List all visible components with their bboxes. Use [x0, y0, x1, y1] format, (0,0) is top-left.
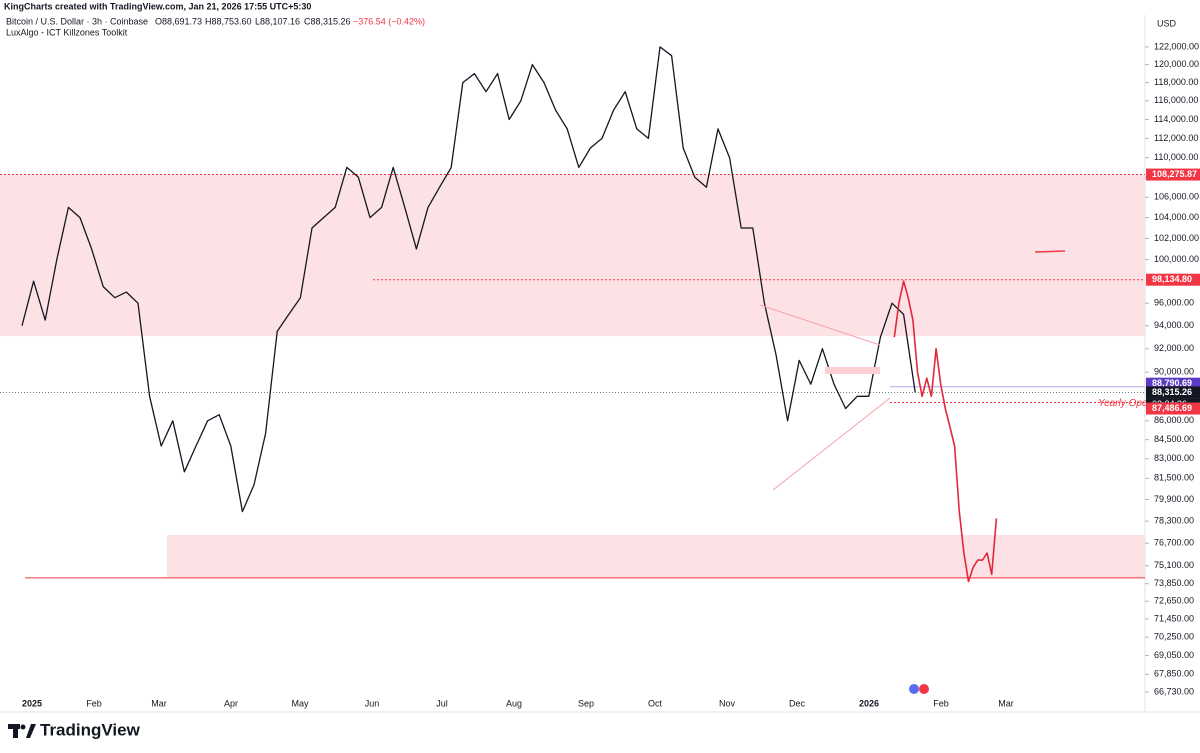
y-tick-label: 104,000.00: [1154, 212, 1199, 222]
logo-part: [26, 724, 36, 738]
event-icon: [919, 684, 929, 694]
brand-logo: [8, 724, 36, 738]
drawings: [759, 250, 1066, 694]
x-tick-label: Jul: [436, 698, 448, 708]
y-tick-label: 96,000.00: [1154, 298, 1194, 308]
credit: KingCharts created with TradingView.com,…: [4, 1, 311, 11]
price-tag: [1146, 168, 1200, 181]
x-tick-label: Feb: [86, 698, 102, 708]
price-tag-label: 87,486.69: [1152, 403, 1192, 413]
y-tick-label: 76,700.00: [1154, 538, 1194, 548]
y-tick-label: 118,000.00: [1154, 77, 1198, 87]
ohlc-close: C88,315.26: [304, 16, 351, 26]
y-tick-label: 67,850.00: [1154, 669, 1194, 679]
price-tag-label: 88,315.26: [1152, 387, 1192, 397]
y-tick-label: 70,250.00: [1154, 632, 1194, 642]
x-tick-label: Nov: [719, 698, 736, 708]
ohlc-change: −376.54 (−0.42%): [353, 16, 425, 26]
ohlc-low: L88,107.16: [255, 16, 300, 26]
y-tick-label: 86,000.00: [1154, 415, 1194, 425]
small-zone: [825, 367, 880, 374]
x-tick-label: May: [291, 698, 309, 708]
y-tick-label: 100,000.00: [1154, 254, 1199, 264]
y-tick-label: 94,000.00: [1154, 320, 1194, 330]
ohlc-high: H88,753.60: [205, 16, 252, 26]
y-tick-label: 78,300.00: [1154, 516, 1194, 526]
y-tick-label: 71,450.00: [1154, 613, 1194, 623]
price-tag-label: 108,275.87: [1152, 169, 1197, 179]
x-tick-label: Jun: [365, 698, 380, 708]
x-tick-label: Mar: [151, 698, 167, 708]
y-tick-label: 81,500.00: [1154, 473, 1194, 483]
trendline: [772, 397, 891, 491]
x-tick-label: Feb: [933, 698, 949, 708]
y-tick-label: 75,100.00: [1154, 560, 1194, 570]
marker-line: [1034, 250, 1066, 253]
y-tick-label: 110,000.00: [1154, 152, 1198, 162]
trendline: [759, 304, 881, 346]
y-tick-label: 106,000.00: [1154, 192, 1199, 202]
y-tick-label: 102,000.00: [1154, 233, 1199, 243]
y-tick-label: 122,000.00: [1154, 41, 1199, 51]
y-tick-label: 73,850.00: [1154, 578, 1194, 588]
logo-part: [13, 724, 18, 738]
price-tag: [1146, 402, 1200, 415]
y-tick-label: 79,900.00: [1154, 494, 1194, 504]
brand: TradingView: [40, 720, 141, 739]
x-tick-label: Dec: [789, 698, 806, 708]
x-tick-label: Oct: [648, 698, 663, 708]
price-tag: [1146, 386, 1200, 399]
x-tick-label: Sep: [578, 698, 594, 708]
y-tick-label: 112,000.00: [1154, 133, 1198, 143]
x-tick-label: 2025: [22, 698, 42, 708]
price-tag: [1146, 273, 1200, 286]
y-tick-label: 90,000.00: [1154, 367, 1194, 377]
price-line: [21, 46, 916, 513]
event-icon: [909, 684, 919, 694]
logo-part: [20, 724, 26, 730]
y-tick-label: 92,000.00: [1154, 343, 1194, 353]
x-tick-label: Mar: [998, 698, 1014, 708]
y-tick-label: 72,650.00: [1154, 596, 1194, 606]
x-tick-label: 2026: [859, 698, 879, 708]
annotation: Yearly Open: [1098, 398, 1153, 409]
y-tick-label: 84,500.00: [1154, 434, 1194, 444]
y-tick-label: 69,050.00: [1154, 650, 1194, 660]
y-tick-label: 120,000.00: [1154, 59, 1199, 69]
y-tick-label: 114,000.00: [1154, 114, 1198, 124]
y-tick-label: 116,000.00: [1154, 95, 1198, 105]
currency: USD: [1157, 18, 1177, 28]
zone: [0, 174, 1145, 337]
zone: [167, 534, 1145, 578]
y-tick-label: 83,000.00: [1154, 453, 1194, 463]
x-tick-label: Aug: [506, 698, 522, 708]
projection-line: [893, 280, 998, 583]
y-tick-label: 66,730.00: [1154, 686, 1194, 696]
price-tag-label: 88,790.69: [1152, 378, 1192, 388]
price-tag-label: 98,134.80: [1152, 274, 1192, 284]
ohlc-open: O88,691.73: [155, 16, 202, 26]
symbol: Bitcoin / U.S. Dollar · 3h · Coinbase: [6, 16, 148, 26]
x-tick-label: Apr: [224, 698, 238, 708]
indicator: LuxAlgo - ICT Killzones Toolkit: [6, 27, 128, 37]
